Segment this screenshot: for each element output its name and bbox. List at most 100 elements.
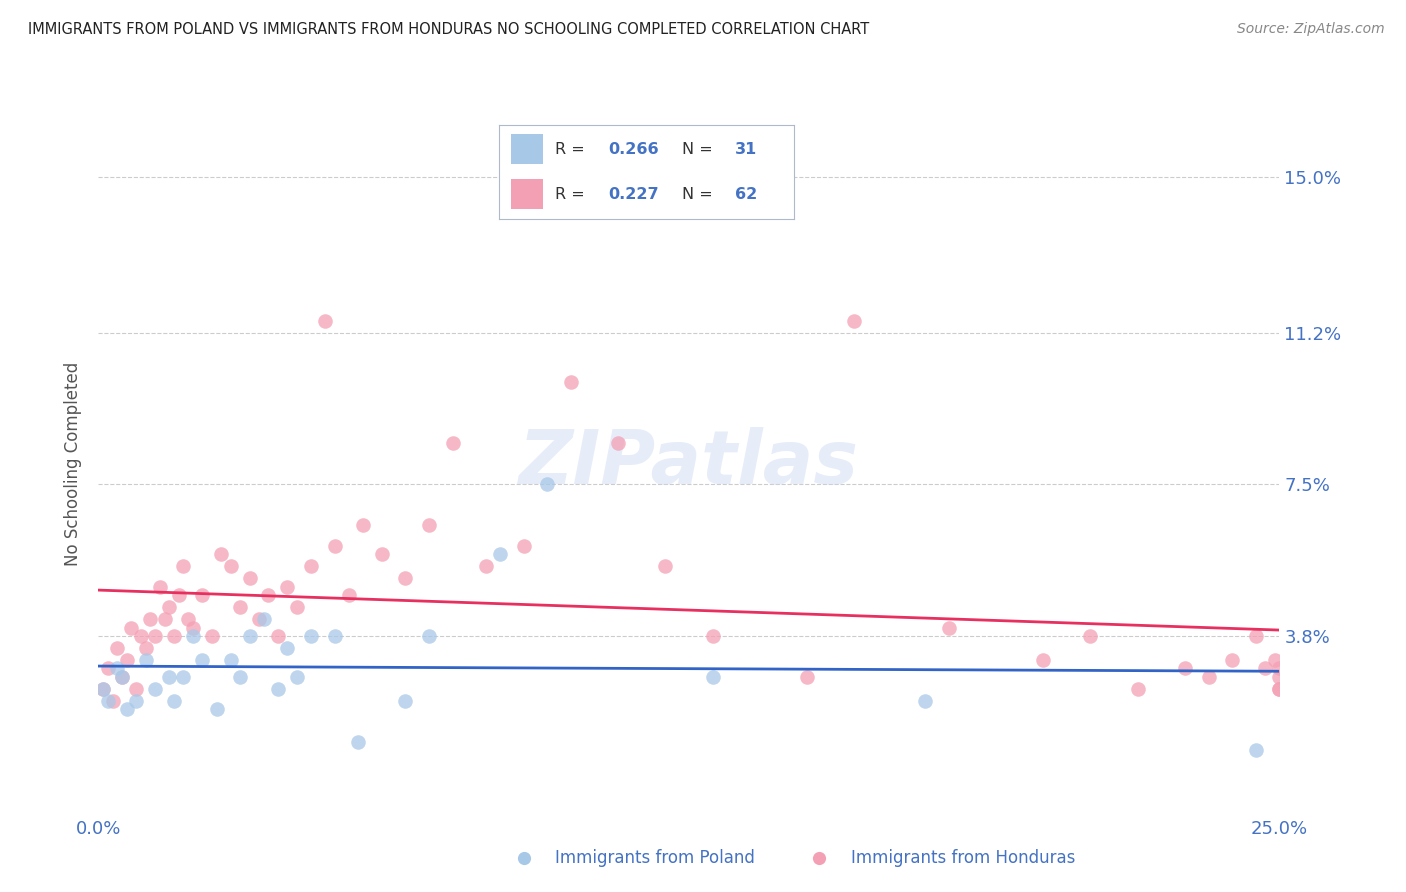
- Text: ZIPatlas: ZIPatlas: [519, 427, 859, 500]
- Point: [219, 559, 242, 574]
- Point: [489, 547, 512, 561]
- Point: [536, 477, 558, 491]
- Point: [105, 661, 128, 675]
- Point: [149, 580, 172, 594]
- Point: [267, 681, 290, 696]
- Text: Immigrants from Honduras: Immigrants from Honduras: [851, 849, 1076, 867]
- Point: [807, 851, 830, 865]
- Point: [418, 629, 440, 643]
- Point: [1174, 661, 1197, 675]
- Point: [191, 588, 214, 602]
- Point: [267, 629, 290, 643]
- Point: [125, 694, 148, 708]
- Point: [157, 670, 180, 684]
- Point: [111, 670, 134, 684]
- Point: [91, 681, 114, 696]
- Point: [323, 539, 346, 553]
- Point: [285, 670, 308, 684]
- Point: [205, 702, 228, 716]
- Point: [115, 653, 138, 667]
- Point: [1244, 743, 1267, 757]
- Point: [191, 653, 214, 667]
- Point: [163, 629, 186, 643]
- Point: [512, 539, 534, 553]
- Point: [371, 547, 394, 561]
- Point: [91, 681, 114, 696]
- Point: [209, 547, 232, 561]
- Point: [172, 670, 194, 684]
- Point: [177, 612, 200, 626]
- Point: [1268, 670, 1291, 684]
- Point: [239, 571, 262, 585]
- Point: [129, 629, 152, 643]
- Point: [352, 518, 374, 533]
- Point: [337, 588, 360, 602]
- Point: [844, 313, 866, 327]
- Point: [1244, 629, 1267, 643]
- Point: [115, 702, 138, 716]
- Point: [314, 313, 336, 327]
- Point: [163, 694, 186, 708]
- Point: [181, 621, 204, 635]
- Point: [239, 629, 262, 643]
- Point: [1080, 629, 1102, 643]
- Point: [153, 612, 176, 626]
- Point: [121, 621, 143, 635]
- Y-axis label: No Schooling Completed: No Schooling Completed: [65, 362, 83, 566]
- Point: [560, 375, 582, 389]
- Point: [101, 694, 124, 708]
- Point: [143, 629, 166, 643]
- Text: 31: 31: [735, 142, 758, 157]
- Point: [1032, 653, 1054, 667]
- Point: [172, 559, 194, 574]
- Point: [347, 735, 370, 749]
- Point: [253, 612, 276, 626]
- Point: [229, 600, 252, 615]
- Point: [219, 653, 242, 667]
- Text: N =: N =: [682, 142, 718, 157]
- Point: [97, 694, 120, 708]
- Point: [702, 670, 724, 684]
- Point: [299, 629, 322, 643]
- Point: [1198, 670, 1220, 684]
- Point: [1264, 653, 1286, 667]
- Point: [143, 681, 166, 696]
- Point: [513, 851, 536, 865]
- Point: [475, 559, 498, 574]
- Text: 0.266: 0.266: [609, 142, 659, 157]
- FancyBboxPatch shape: [510, 134, 543, 164]
- Point: [323, 629, 346, 643]
- Point: [167, 588, 190, 602]
- Text: Source: ZipAtlas.com: Source: ZipAtlas.com: [1237, 22, 1385, 37]
- Point: [914, 694, 936, 708]
- Point: [229, 670, 252, 684]
- Point: [276, 580, 298, 594]
- Point: [285, 600, 308, 615]
- Text: R =: R =: [555, 186, 591, 202]
- Point: [702, 629, 724, 643]
- Text: 62: 62: [735, 186, 758, 202]
- Point: [1126, 681, 1149, 696]
- Point: [139, 612, 162, 626]
- Point: [105, 640, 128, 655]
- Point: [135, 653, 157, 667]
- Point: [125, 681, 148, 696]
- Text: R =: R =: [555, 142, 591, 157]
- Point: [276, 640, 298, 655]
- Point: [247, 612, 270, 626]
- Point: [394, 571, 416, 585]
- Point: [135, 640, 157, 655]
- Text: 0.227: 0.227: [609, 186, 659, 202]
- Text: N =: N =: [682, 186, 718, 202]
- Point: [654, 559, 676, 574]
- Point: [111, 670, 134, 684]
- Text: IMMIGRANTS FROM POLAND VS IMMIGRANTS FROM HONDURAS NO SCHOOLING COMPLETED CORREL: IMMIGRANTS FROM POLAND VS IMMIGRANTS FRO…: [28, 22, 869, 37]
- Point: [1268, 681, 1291, 696]
- Point: [394, 694, 416, 708]
- Point: [1254, 661, 1277, 675]
- FancyBboxPatch shape: [510, 179, 543, 210]
- Point: [938, 621, 960, 635]
- Point: [796, 670, 818, 684]
- Point: [1268, 661, 1291, 675]
- Point: [1268, 681, 1291, 696]
